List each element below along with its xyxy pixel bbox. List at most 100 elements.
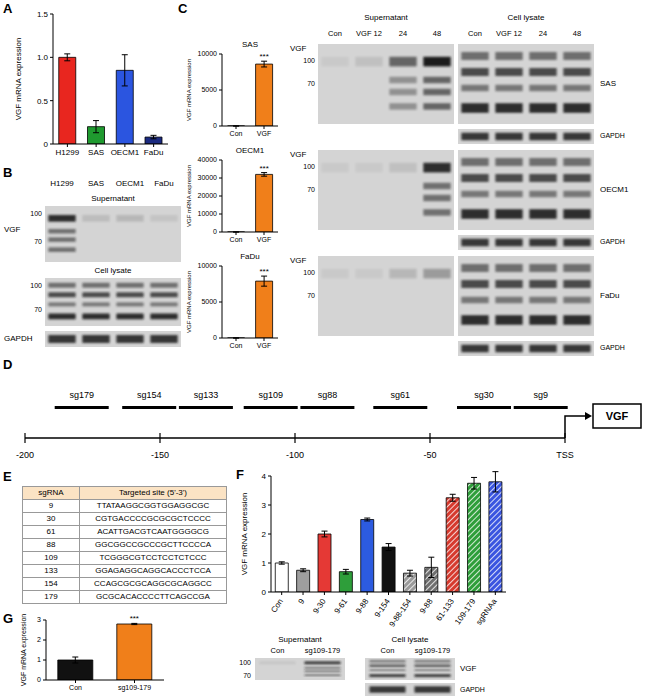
- svg-text:30000: 30000: [198, 174, 218, 181]
- svg-text:sg88: sg88: [318, 390, 338, 400]
- html-text:FaDu: FaDu: [600, 291, 620, 300]
- html-text:VGF: VGF: [290, 44, 307, 53]
- html-text:OECM1: OECM1: [115, 179, 145, 188]
- svg-text:109-179: 109-179: [453, 597, 478, 627]
- html-text:48: 48: [432, 29, 442, 38]
- svg-text:sg30: sg30: [474, 390, 494, 400]
- svg-text:***: ***: [259, 52, 268, 61]
- html-text:24: 24: [398, 29, 408, 38]
- html-text:E: E: [3, 469, 12, 484]
- svg-text:1: 1: [262, 559, 267, 568]
- html-text:VGF 12: VGF 12: [356, 29, 382, 38]
- svg-text:9-30: 9-30: [311, 597, 328, 616]
- html-text:VGF: VGF: [290, 256, 307, 265]
- html-text:Con: Con: [328, 29, 342, 38]
- svg-text:-200: -200: [16, 450, 34, 460]
- svg-text:-150: -150: [151, 450, 169, 460]
- svg-text:0: 0: [213, 228, 217, 235]
- html-text:OECM1: OECM1: [235, 146, 265, 155]
- svg-text:0: 0: [213, 122, 217, 129]
- html-text:Cell lysate: Cell lysate: [94, 266, 132, 275]
- svg-text:TSS: TSS: [556, 450, 574, 460]
- svg-text:10000: 10000: [198, 50, 218, 57]
- html-text:SAS: SAS: [600, 79, 616, 88]
- html-text:48: 48: [572, 29, 582, 38]
- svg-text:3: 3: [262, 501, 267, 510]
- html-text:SAS: SAS: [242, 40, 258, 49]
- svg-text:sg133: sg133: [194, 390, 219, 400]
- html-text:VGF: VGF: [4, 225, 21, 234]
- svg-text:9-88: 9-88: [354, 597, 371, 616]
- html-text:VGF mRNA expression: VGF mRNA expression: [14, 37, 23, 121]
- svg-text:Con: Con: [269, 597, 285, 614]
- svg-text:***: ***: [259, 164, 268, 173]
- svg-text:-100: -100: [286, 450, 304, 460]
- html-text:Con: Con: [468, 29, 482, 38]
- svg-text:3: 3: [37, 616, 41, 623]
- svg-text:H1299: H1299: [56, 148, 80, 157]
- html-text:FaDu: FaDu: [154, 179, 174, 188]
- svg-text:OECM1: OECM1: [111, 148, 140, 157]
- html-text:H1299: H1299: [50, 179, 74, 188]
- svg-text:-50: -50: [423, 450, 436, 460]
- svg-text:***: ***: [130, 614, 139, 623]
- html-text:VGF: VGF: [290, 150, 307, 159]
- svg-text:5000: 5000: [201, 86, 217, 93]
- svg-text:0.5: 0.5: [37, 97, 49, 106]
- svg-text:0: 0: [262, 588, 267, 597]
- svg-text:SAS: SAS: [88, 148, 104, 157]
- svg-text:2: 2: [37, 636, 41, 643]
- html-text:GAPDH: GAPDH: [4, 334, 33, 343]
- svg-text:9: 9: [296, 597, 306, 606]
- svg-text:VGF: VGF: [257, 236, 271, 243]
- svg-text:9-154: 9-154: [373, 597, 392, 619]
- html-text:B: B: [3, 165, 13, 180]
- svg-text:VGF: VGF: [257, 342, 271, 349]
- svg-text:VGF: VGF: [606, 410, 629, 422]
- html-text:G: G: [3, 611, 14, 626]
- html-text:24: 24: [538, 29, 548, 38]
- svg-text:1: 1: [37, 656, 41, 663]
- html-text:Supernatant: Supernatant: [91, 194, 135, 203]
- svg-text:Con: Con: [69, 684, 82, 691]
- html-text:D: D: [3, 357, 13, 372]
- svg-text:61-133: 61-133: [434, 597, 456, 623]
- svg-text:1.5: 1.5: [37, 10, 49, 19]
- html-text:SAS: SAS: [88, 179, 104, 188]
- svg-text:10000: 10000: [198, 210, 218, 217]
- svg-text:sgRNAa: sgRNAa: [474, 597, 499, 627]
- html-text:sgRNA: sgRNA: [38, 488, 64, 497]
- svg-text:Con: Con: [230, 130, 243, 137]
- svg-text:4: 4: [262, 472, 267, 481]
- svg-text:9-88-154: 9-88-154: [387, 597, 413, 629]
- svg-text:sg154: sg154: [137, 390, 162, 400]
- svg-text:Con: Con: [230, 236, 243, 243]
- svg-text:5000: 5000: [201, 298, 217, 305]
- html-text:Cell lysate: Cell lysate: [507, 13, 545, 22]
- svg-text:1.0: 1.0: [37, 53, 49, 62]
- svg-text:0: 0: [44, 140, 49, 149]
- svg-text:0: 0: [37, 676, 41, 683]
- svg-text:2: 2: [262, 530, 267, 539]
- svg-text:sg61: sg61: [391, 390, 411, 400]
- svg-text:***: ***: [259, 267, 268, 276]
- svg-text:9-61: 9-61: [333, 597, 350, 616]
- svg-text:9-88: 9-88: [418, 597, 435, 616]
- svg-text:40000: 40000: [198, 156, 218, 163]
- svg-text:sg9: sg9: [533, 390, 548, 400]
- svg-text:VGF: VGF: [257, 130, 271, 137]
- svg-text:20000: 20000: [198, 192, 218, 199]
- svg-text:Con: Con: [230, 342, 243, 349]
- svg-text:FaDu: FaDu: [144, 148, 164, 157]
- svg-text:sg109: sg109: [258, 390, 283, 400]
- html-text:Supernatant: Supernatant: [364, 13, 408, 22]
- html-text:OECM1: OECM1: [600, 185, 629, 194]
- html-text:A: A: [3, 1, 13, 16]
- svg-text:10000: 10000: [198, 262, 218, 269]
- svg-text:sg109-179: sg109-179: [118, 684, 151, 692]
- html-text:VGF 12: VGF 12: [496, 29, 522, 38]
- html-text:FaDu: FaDu: [240, 252, 260, 261]
- html-text:C: C: [178, 1, 188, 16]
- svg-text:sg179: sg179: [69, 390, 94, 400]
- svg-text:0: 0: [213, 334, 217, 341]
